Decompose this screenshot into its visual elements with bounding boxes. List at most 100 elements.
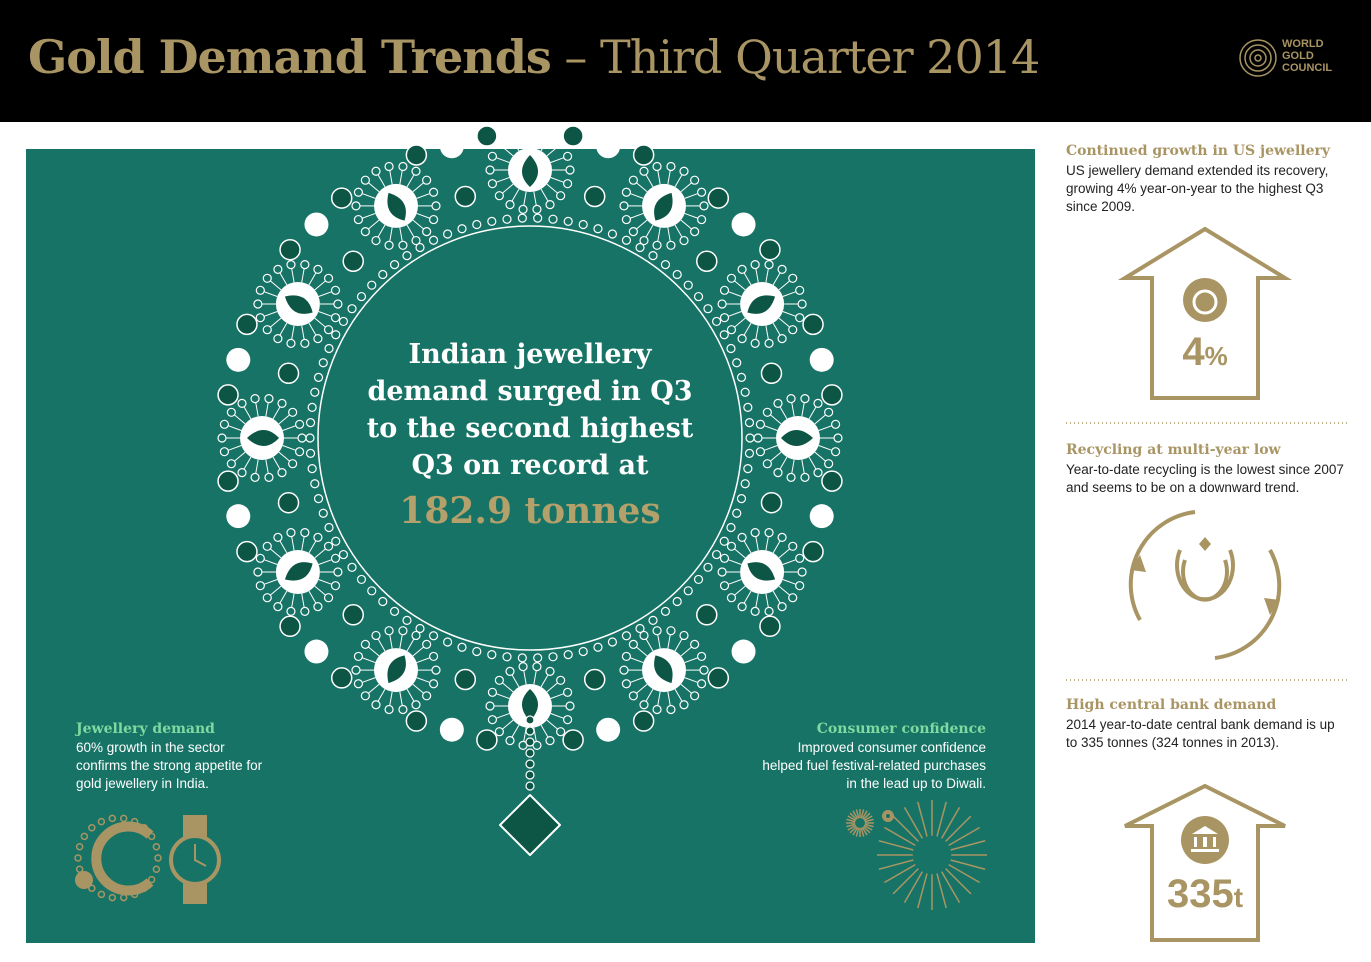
bead [431, 665, 441, 675]
bead [717, 299, 727, 309]
bead [795, 313, 805, 323]
recycle-arc [1128, 510, 1196, 621]
spoke [728, 579, 742, 585]
spoke [818, 425, 832, 431]
chain [525, 748, 535, 758]
spoke [734, 280, 746, 291]
bead [250, 472, 260, 482]
spoke [255, 459, 259, 474]
bead [502, 214, 512, 224]
firework [948, 863, 981, 884]
sidebar-title: High central bank demand [1066, 697, 1277, 713]
ring-icon [1183, 278, 1227, 322]
bead [353, 679, 364, 689]
bead [422, 175, 432, 185]
spoke [270, 548, 282, 559]
spoke [314, 548, 326, 559]
firework [846, 823, 856, 828]
bead [833, 433, 843, 443]
spoke [657, 227, 661, 242]
spoke [416, 677, 430, 683]
spoke [636, 646, 648, 657]
bead-icon [75, 842, 84, 851]
jewel [731, 212, 756, 237]
bead [384, 161, 394, 172]
spoke [377, 638, 386, 652]
bead [457, 224, 467, 234]
spoke [657, 691, 661, 706]
spoke [546, 719, 558, 730]
spoke [406, 638, 415, 652]
spoke [808, 406, 817, 420]
bead [777, 602, 787, 612]
bead [288, 407, 298, 417]
jewel [562, 729, 584, 751]
bead [505, 736, 515, 746]
jewel [277, 362, 300, 385]
bead [621, 679, 632, 689]
spoke [496, 693, 510, 699]
bead [726, 343, 736, 354]
bead [367, 586, 377, 596]
teardrop [284, 295, 313, 314]
bead [533, 653, 543, 663]
jewel [596, 717, 621, 742]
header [0, 0, 1371, 122]
spoke [389, 691, 393, 706]
bead [737, 532, 747, 542]
jewel [217, 384, 239, 406]
bead [556, 139, 566, 149]
spoke [308, 322, 317, 336]
jewel [330, 667, 353, 689]
bead-icon [108, 814, 117, 823]
spoke [645, 224, 654, 238]
bead [648, 251, 658, 261]
spoke [657, 634, 661, 649]
spoke [362, 193, 376, 199]
bead [333, 567, 343, 577]
spoke [416, 657, 430, 664]
spoke [511, 724, 520, 738]
spoke [782, 579, 797, 585]
bank-icon [1191, 826, 1219, 852]
bead [719, 553, 730, 563]
bead [347, 304, 357, 314]
bead [690, 227, 700, 237]
bead [286, 338, 296, 348]
jewel [696, 250, 718, 272]
bead [411, 630, 421, 641]
spoke [301, 268, 305, 283]
spoke [255, 402, 259, 417]
bead [360, 175, 370, 185]
spoke [301, 536, 305, 551]
firework [855, 827, 860, 837]
jewel [439, 134, 464, 159]
bead [324, 522, 334, 533]
spoke [265, 459, 269, 474]
jewel [632, 144, 655, 166]
spoke [680, 646, 692, 657]
spoke [814, 451, 826, 462]
bead-icon [97, 817, 106, 826]
bead [378, 269, 388, 280]
teardrop [654, 192, 673, 221]
section-title: Jewellery demand [76, 721, 215, 737]
jewel [583, 185, 606, 208]
spoke [412, 219, 424, 230]
spoke [399, 170, 403, 185]
bead [378, 596, 388, 607]
spoke [772, 540, 781, 554]
bead [813, 398, 823, 408]
jewel [596, 134, 621, 159]
bead [331, 330, 341, 340]
bead [696, 679, 707, 689]
bead [313, 532, 323, 542]
spoke [523, 191, 527, 206]
spoke [667, 691, 671, 706]
chain [525, 715, 535, 725]
spoke [734, 317, 746, 328]
spoke [630, 657, 644, 664]
bead [732, 358, 742, 368]
title-sub: – Third Quarter 2014 [564, 30, 1040, 84]
bead [719, 330, 729, 340]
